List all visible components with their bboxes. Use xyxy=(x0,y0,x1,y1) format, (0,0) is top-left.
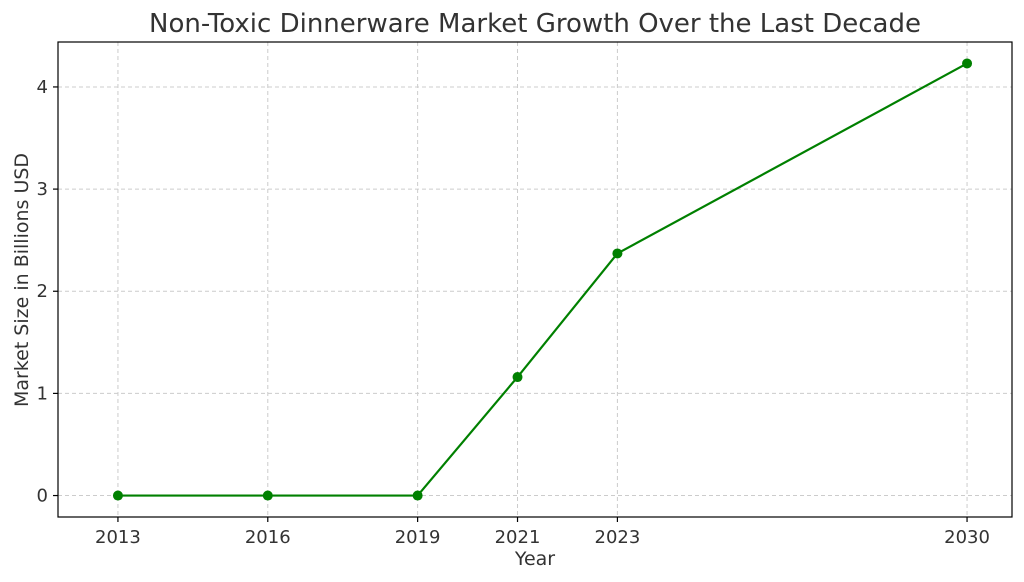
x-tick-label: 2013 xyxy=(95,527,141,548)
x-axis-label: Year xyxy=(514,548,555,570)
plot-frame xyxy=(57,41,1013,518)
gridlines xyxy=(58,42,1012,517)
data-point xyxy=(262,490,273,501)
y-tick-label: 4 xyxy=(37,77,48,98)
x-tick-label: 2021 xyxy=(495,527,541,548)
y-tick-label: 2 xyxy=(37,281,48,302)
x-tick-label: 2016 xyxy=(245,527,291,548)
y-tick-label: 3 xyxy=(37,179,48,200)
axis-ticks: 2013 2016 2019 2021 2023 2030 0 1 2 3 4 xyxy=(37,77,990,548)
y-axis-label: Market Size in Billions USD xyxy=(11,153,33,407)
x-tick-label: 2019 xyxy=(395,527,441,548)
series-layer xyxy=(112,58,973,501)
data-point xyxy=(612,248,623,259)
y-tick-label: 0 xyxy=(37,486,48,507)
chart-title: Non-Toxic Dinnerware Market Growth Over … xyxy=(149,9,921,39)
x-tick-label: 2023 xyxy=(595,527,641,548)
data-point xyxy=(112,490,123,501)
x-tick-label: 2030 xyxy=(944,527,990,548)
data-point xyxy=(962,58,973,69)
data-point xyxy=(512,372,523,383)
y-tick-label: 1 xyxy=(37,383,48,404)
series-line xyxy=(117,62,968,497)
data-point xyxy=(412,490,423,501)
